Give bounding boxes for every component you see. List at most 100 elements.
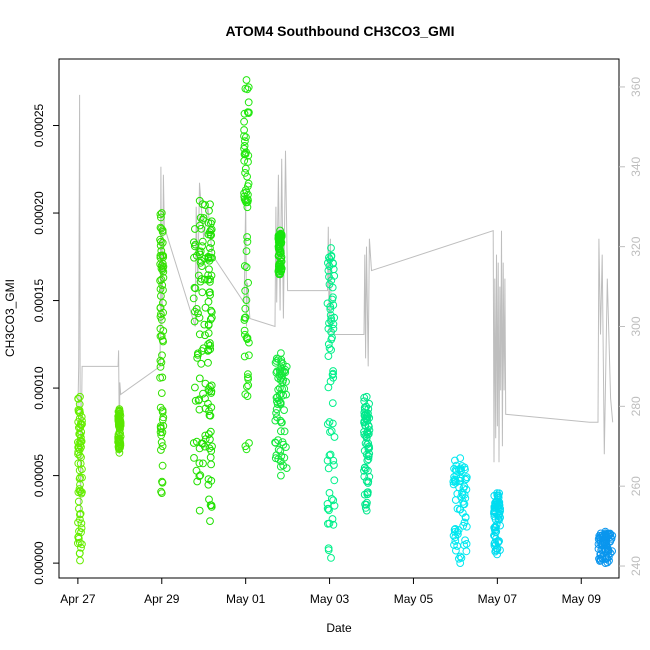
data-point [364, 455, 373, 464]
data-point [241, 390, 250, 399]
data-point [157, 431, 166, 440]
data-point [277, 427, 285, 436]
data-point [461, 536, 470, 545]
data-point [207, 239, 216, 247]
data-point [191, 225, 199, 233]
data-point [243, 392, 252, 401]
data-point [272, 405, 281, 414]
data-point [240, 352, 249, 361]
data-point [604, 546, 613, 554]
data-point [451, 496, 460, 504]
data-point [194, 271, 203, 280]
data-point [329, 456, 338, 465]
data-point [326, 311, 335, 320]
data-point [456, 454, 465, 463]
data-point [116, 425, 124, 433]
x-tick-label: May 05 [394, 592, 434, 606]
data-point [276, 244, 284, 253]
data-point [206, 435, 214, 444]
data-point [197, 439, 206, 448]
data-point [157, 389, 166, 398]
data-point [326, 305, 335, 314]
data-point [158, 408, 167, 416]
data-point [276, 462, 285, 471]
data-point [195, 248, 204, 257]
data-point [596, 550, 605, 559]
data-point [75, 466, 84, 475]
data-point [115, 405, 124, 414]
data-point [158, 442, 167, 451]
data-point [277, 257, 286, 266]
data-point [456, 559, 465, 567]
data-point [492, 535, 500, 543]
data-point [208, 442, 216, 451]
data-point [325, 280, 334, 289]
data-point [462, 547, 471, 556]
data-point [241, 149, 250, 158]
data-point [75, 414, 84, 423]
data-point [240, 142, 249, 150]
data-point [192, 305, 201, 313]
data-point [156, 332, 165, 341]
data-point [156, 312, 165, 321]
data-point [277, 349, 285, 358]
data-point [157, 213, 165, 222]
data-point [240, 262, 249, 270]
data-point [365, 442, 373, 451]
data-points [74, 76, 617, 567]
data-point [204, 480, 213, 489]
data-point [328, 515, 337, 523]
data-point [325, 489, 334, 497]
data-point [158, 238, 167, 247]
data-point [492, 520, 501, 529]
data-point [329, 320, 338, 329]
data-point [244, 83, 253, 92]
data-point [490, 508, 499, 517]
data-point [243, 203, 252, 212]
data-point [196, 213, 205, 222]
data-point [204, 219, 213, 227]
data-point [77, 519, 86, 528]
data-point [494, 537, 503, 546]
data-point [76, 392, 84, 401]
data-point [156, 373, 165, 382]
data-point [156, 303, 165, 312]
data-point [204, 475, 213, 484]
data-point [325, 319, 333, 328]
secondary-series [77, 94, 614, 519]
data-point [204, 230, 213, 239]
data-point [451, 476, 460, 485]
data-point [242, 76, 251, 84]
data-point [240, 314, 249, 322]
data-point [361, 432, 370, 440]
data-point [201, 431, 210, 440]
data-point [76, 473, 84, 482]
data-point [206, 453, 215, 462]
chart-title: ATOM4 Southbound CH3CO3_GMI [226, 23, 455, 39]
data-point [75, 538, 84, 547]
data-point [244, 109, 253, 117]
data-point [242, 334, 251, 342]
x-tick-label: May 03 [310, 592, 350, 606]
data-point [282, 390, 291, 399]
data-point [206, 501, 215, 510]
y-tick-label: 0.00015 [32, 279, 46, 323]
data-point [207, 306, 215, 315]
data-point [327, 554, 335, 562]
data-point [458, 488, 466, 497]
data-point [362, 392, 371, 401]
data-point [156, 223, 165, 232]
data-point [365, 472, 374, 481]
y2-axis: 240 260 280 300 320 340 360 [619, 77, 643, 576]
data-point [276, 270, 285, 279]
data-point [244, 381, 253, 390]
data-point [206, 427, 215, 436]
data-point [204, 297, 213, 306]
data-point [205, 407, 213, 416]
data-point [362, 506, 371, 515]
data-point [330, 461, 338, 469]
data-point [240, 132, 248, 141]
data-point [156, 210, 165, 219]
data-point [606, 529, 614, 538]
data-point [282, 464, 291, 473]
